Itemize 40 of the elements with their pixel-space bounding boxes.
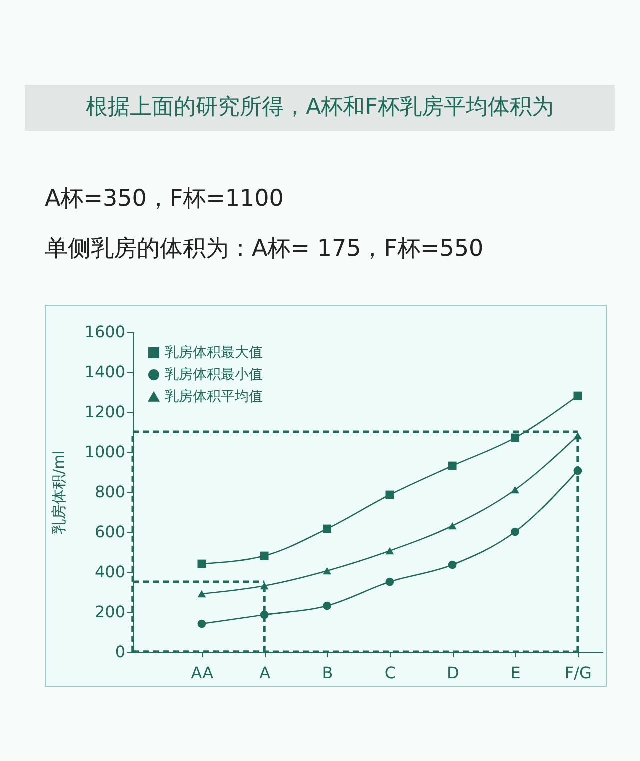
point (386, 490, 394, 500)
y-tick-label: 400 (94, 562, 126, 582)
legend-label: 乳房体积平均值 (165, 389, 263, 405)
x-tick-label: AA (191, 664, 214, 682)
legend-label: 乳房体积最小值 (165, 367, 263, 383)
y-tick-label: 1600 (84, 322, 126, 342)
y-tick-label: 200 (94, 602, 126, 622)
legend-label: 乳房体积最大值 (165, 345, 263, 361)
y-axis-title: 乳房体积/ml (50, 450, 68, 534)
point (448, 522, 457, 530)
point (448, 560, 457, 570)
point (511, 434, 520, 442)
y-tick-label: 600 (94, 522, 126, 542)
x-tick-label: E (510, 664, 521, 682)
text: A杯=350，F杯=1100 (45, 185, 284, 214)
x-tick-label: D (446, 664, 460, 682)
y-tick-label: 1200 (84, 402, 126, 422)
point (198, 560, 206, 568)
point (323, 567, 332, 575)
x-tick-label: C (384, 664, 396, 682)
point (511, 486, 520, 494)
point (198, 620, 206, 628)
point (198, 590, 206, 598)
point (574, 392, 582, 400)
x-tick-label: B (322, 664, 334, 682)
text: 单侧乳房的体积为：A杯= 175，F杯=550 (45, 235, 484, 264)
x-tick-label: F/G (564, 664, 592, 682)
point (386, 547, 394, 555)
y-tick-label: 800 (94, 482, 126, 502)
point (511, 528, 520, 536)
x-tick-label: A (260, 664, 271, 682)
point (448, 462, 457, 470)
point (260, 552, 269, 560)
y-tick-label: 1400 (84, 362, 126, 382)
y-tick-label: 1000 (84, 442, 126, 462)
chart-title: 根据上面的研究所得，A杯和F杯乳房平均体积为 (25, 85, 615, 131)
point (323, 602, 332, 610)
point (323, 524, 332, 534)
y-tick-label: 0 (115, 642, 126, 662)
point (386, 578, 394, 586)
